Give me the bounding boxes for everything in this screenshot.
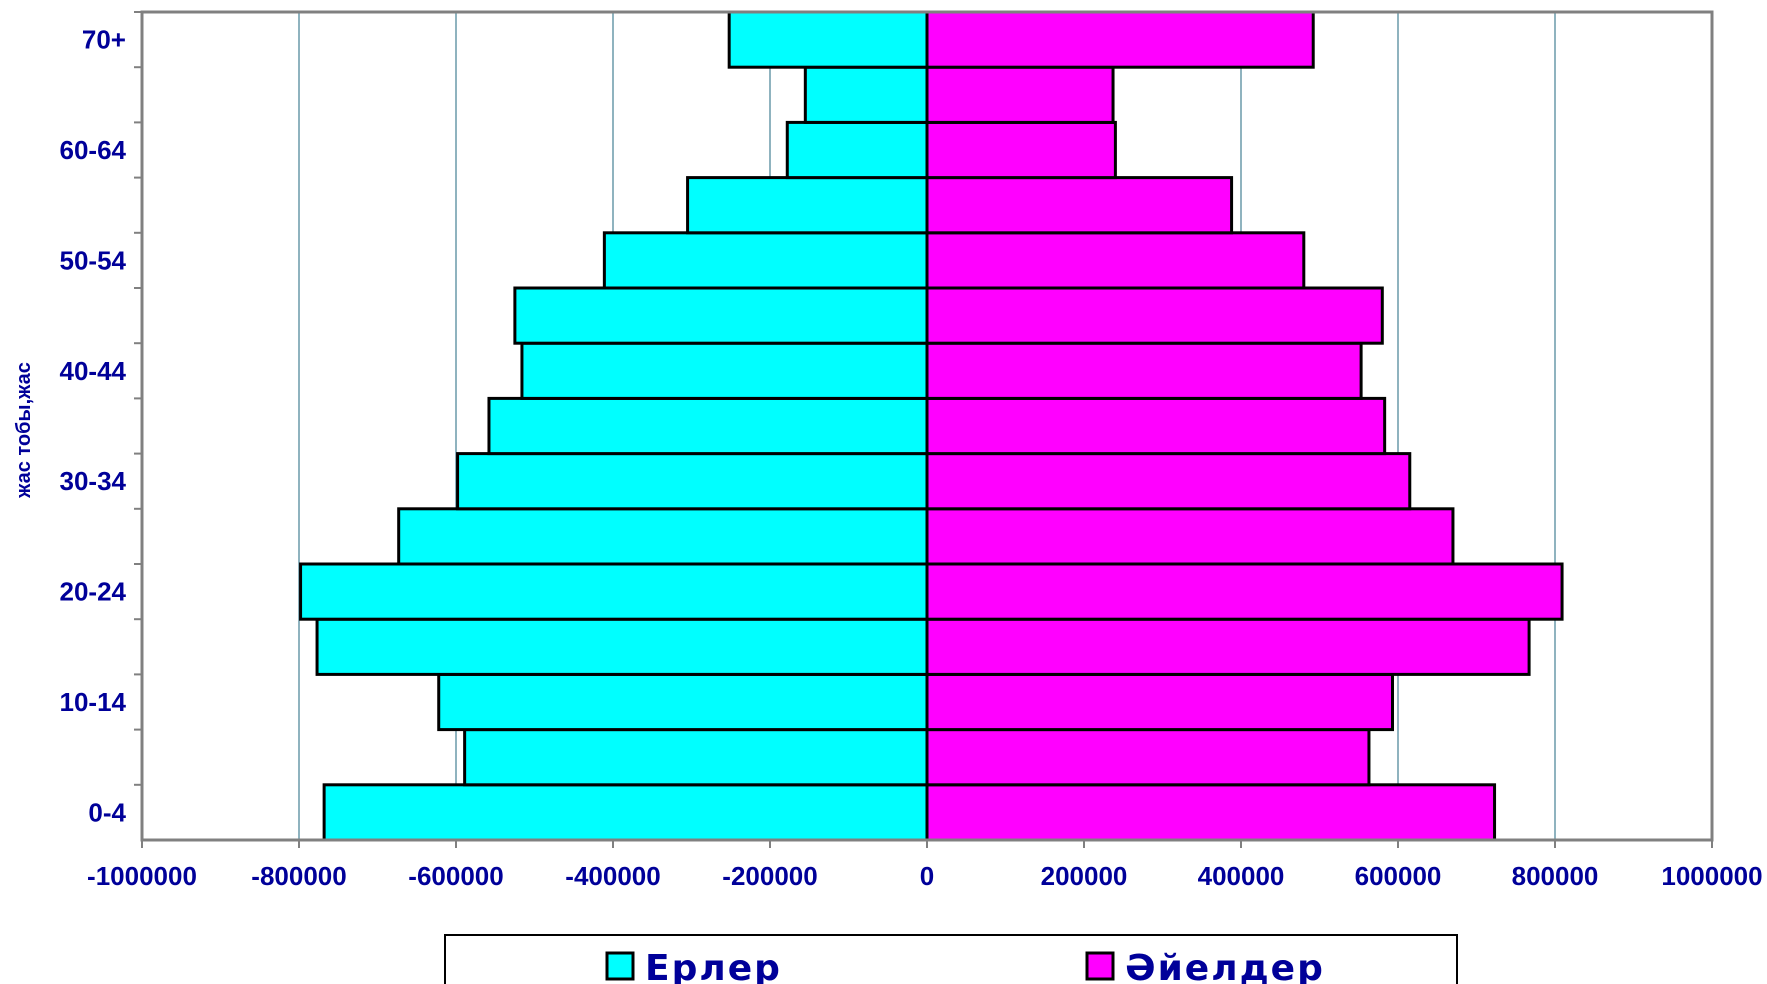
bar-male — [456, 452, 929, 511]
bar-female — [925, 507, 1455, 566]
bar-male — [397, 507, 929, 566]
bars — [299, 10, 1564, 842]
x-tick-label: -200000 — [722, 861, 817, 891]
bar-female — [925, 396, 1387, 456]
bar-male — [487, 396, 929, 456]
y-tick-label: 30-34 — [60, 466, 127, 496]
bar-female — [925, 617, 1531, 676]
y-axis: 0-4 10-14 20-24 30-34 40-44 50-54 60-64 70+ — [60, 11, 142, 827]
bar-male — [513, 286, 929, 345]
bar-female — [925, 783, 1497, 842]
bar-male — [785, 120, 929, 180]
bar-female — [925, 562, 1564, 621]
bar-female — [925, 231, 1306, 290]
y-tick-label: 40-44 — [60, 356, 127, 386]
bar-male — [315, 617, 929, 676]
bar-female — [925, 341, 1363, 400]
x-tick-label: 0 — [920, 861, 934, 891]
bar-female — [925, 65, 1115, 124]
x-axis: -1000000 -800000 -600000 -400000 -200000 0 200… — [87, 840, 1763, 891]
bar-male — [322, 783, 929, 842]
bar-male — [727, 10, 929, 69]
bar-male — [686, 176, 929, 235]
bar-female — [925, 728, 1371, 787]
bar-female — [925, 452, 1412, 511]
y-tick-label: 10-14 — [60, 687, 127, 717]
bar-male — [602, 231, 929, 290]
x-tick-label: 200000 — [1041, 861, 1128, 891]
y-tick-label: 70+ — [82, 25, 126, 55]
x-tick-label: 1000000 — [1661, 861, 1762, 891]
bar-female — [925, 10, 1315, 69]
y-tick-label: 60-64 — [60, 135, 127, 165]
bar-male — [299, 562, 929, 621]
bar-female — [925, 120, 1117, 180]
x-tick-label: -400000 — [565, 861, 660, 891]
x-tick-label: -800000 — [251, 861, 346, 891]
y-tick-label: 20-24 — [60, 577, 127, 607]
y-axis-title: жас тобы,жас — [13, 362, 35, 499]
bar-male — [520, 341, 929, 400]
x-tick-label: 600000 — [1355, 861, 1442, 891]
bar-male — [463, 728, 929, 787]
legend-swatch-female — [1085, 951, 1115, 981]
bar-female — [925, 672, 1395, 732]
x-tick-label: 400000 — [1198, 861, 1285, 891]
bar-male — [803, 65, 929, 124]
legend-label-male: Ерлер — [645, 948, 782, 984]
bar-female — [925, 176, 1234, 235]
y-tick-label: 0-4 — [88, 797, 126, 827]
legend-swatch-male — [605, 951, 635, 981]
x-tick-label: 800000 — [1512, 861, 1599, 891]
x-tick-label: -1000000 — [87, 861, 197, 891]
legend: Ерлер Әйелдер — [444, 934, 1458, 984]
bar-male — [437, 672, 929, 732]
y-tick-label: 50-54 — [60, 245, 127, 275]
x-tick-label: -600000 — [408, 861, 503, 891]
legend-label-female: Әйелдер — [1125, 948, 1325, 984]
bar-female — [925, 286, 1384, 345]
